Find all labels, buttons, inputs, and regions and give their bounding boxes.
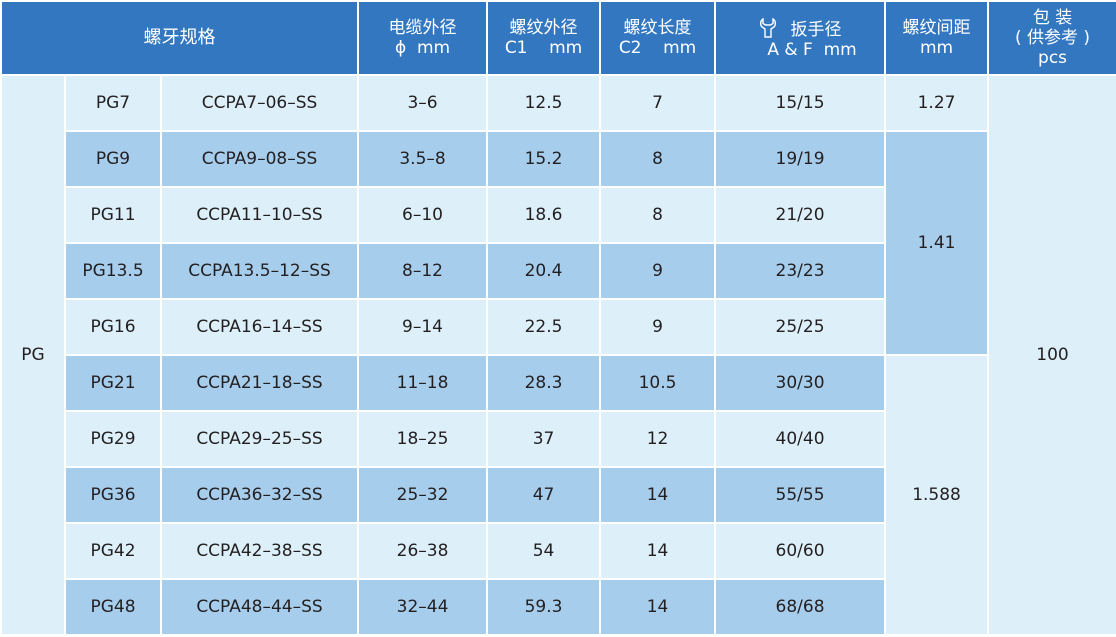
table-row: PG9 CCPA9–08–SS 3.5–8 15.2 8 19/19 1.41 — [1, 130, 1116, 356]
pg-size-cell: PG29 — [64, 410, 162, 468]
pitch-cell: 1.41 — [884, 130, 990, 356]
cable-od-cell: 25–32 — [357, 466, 489, 524]
thread-od-cell: 28.3 — [486, 354, 602, 412]
thread-length-cell: 7 — [599, 74, 717, 132]
thread-length-cell: 8 — [599, 130, 717, 188]
model-cell: CCPA11–10–SS — [159, 186, 360, 244]
table-row: PG11 CCPA11–10–SS 6–10 18.6 8 21/20 — [1, 186, 1116, 244]
cable-od-cell: 9–14 — [357, 298, 489, 356]
header-pitch: 螺纹间距 mm — [884, 0, 990, 76]
header-thread-length: 螺纹长度 C2 mm — [599, 0, 717, 76]
header-pitch-unit: mm — [919, 38, 954, 58]
header-wrench-unit: A & F mm — [767, 39, 857, 60]
header-package-label: 包 装 — [1032, 8, 1073, 28]
table-row: PG13.5 CCPA13.5–12–SS 8–12 20.4 9 23/23 — [1, 242, 1116, 300]
thread-length-cell: 14 — [599, 522, 717, 580]
thread-length-cell: 12 — [599, 410, 717, 468]
group-label-cell: PG — [0, 74, 66, 636]
header-thread-length-label: 螺纹长度 — [623, 18, 692, 38]
thread-length-cell: 9 — [599, 298, 717, 356]
cable-od-cell: 18–25 — [357, 410, 489, 468]
pg-size-cell: PG42 — [64, 522, 162, 580]
model-cell: CCPA7–06–SS — [159, 74, 360, 132]
thread-length-cell: 8 — [599, 186, 717, 244]
header-package-unit: pcs — [1038, 48, 1068, 68]
header-thread-length-unit: C2 mm — [618, 38, 697, 58]
pg-size-cell: PG9 — [64, 130, 162, 188]
thread-od-cell: 15.2 — [486, 130, 602, 188]
wrench-size-cell: 15/15 — [714, 74, 887, 132]
header-thread-od-unit: C1 mm — [504, 38, 583, 58]
wrench-size-cell: 60/60 — [714, 522, 887, 580]
wrench-size-cell: 19/19 — [714, 130, 887, 188]
thread-od-cell: 22.5 — [486, 298, 602, 356]
thread-od-cell: 20.4 — [486, 242, 602, 300]
thread-od-cell: 59.3 — [486, 578, 602, 636]
header-package-note: ( 供参考 ) — [1014, 28, 1091, 48]
thread-od-cell: 37 — [486, 410, 602, 468]
model-cell: CCPA16–14–SS — [159, 298, 360, 356]
wrench-icon — [759, 17, 776, 38]
thread-od-cell: 47 — [486, 466, 602, 524]
table-row: PG21 CCPA21–18–SS 11–18 28.3 10.5 30/30 … — [1, 354, 1116, 636]
thread-od-cell: 18.6 — [486, 186, 602, 244]
model-cell: CCPA36–32–SS — [159, 466, 360, 524]
cable-od-cell: 26–38 — [357, 522, 489, 580]
wrench-size-cell: 21/20 — [714, 186, 887, 244]
pg-size-cell: PG16 — [64, 298, 162, 356]
model-cell: CCPA42–38–SS — [159, 522, 360, 580]
pg-size-cell: PG36 — [64, 466, 162, 524]
cable-od-cell: 3–6 — [357, 74, 489, 132]
wrench-size-cell: 55/55 — [714, 466, 887, 524]
model-cell: CCPA21–18–SS — [159, 354, 360, 412]
header-cable-od: 电缆外径 ϕ mm — [357, 0, 489, 76]
table-row: PG36 CCPA36–32–SS 25–32 47 14 55/55 — [1, 466, 1116, 524]
cable-od-cell: 3.5–8 — [357, 130, 489, 188]
header-pitch-label: 螺纹间距 — [902, 18, 971, 38]
wrench-size-cell: 40/40 — [714, 410, 887, 468]
model-cell: CCPA9–08–SS — [159, 130, 360, 188]
header-thread-spec: 螺牙规格 — [0, 0, 360, 76]
header-wrench-label: 扳手径 — [790, 19, 842, 40]
pitch-cell: 1.588 — [884, 354, 990, 636]
wrench-size-cell: 30/30 — [714, 354, 887, 412]
cable-od-cell: 32–44 — [357, 578, 489, 636]
table-row: PG PG7 CCPA7–06–SS 3–6 12.5 7 15/15 1.27… — [0, 74, 1116, 636]
package-qty-cell: 100 — [987, 74, 1116, 636]
pg-size-cell: PG21 — [64, 354, 162, 412]
table-row: PG48 CCPA48–44–SS 32–44 59.3 14 68/68 — [1, 578, 1116, 636]
table-row: PG42 CCPA42–38–SS 26–38 54 14 60/60 — [1, 522, 1116, 580]
model-cell: CCPA48–44–SS — [159, 578, 360, 636]
model-cell: CCPA29–25–SS — [159, 410, 360, 468]
thread-length-cell: 14 — [599, 466, 717, 524]
cable-od-cell: 6–10 — [357, 186, 489, 244]
wrench-size-cell: 68/68 — [714, 578, 887, 636]
header-package: 包 装 ( 供参考 ) pcs — [987, 0, 1116, 76]
header-thread-od-label: 螺纹外径 — [509, 18, 578, 38]
thread-length-cell: 14 — [599, 578, 717, 636]
header-cable-od-label: 电缆外径 — [388, 18, 457, 38]
table-row: PG16 CCPA16–14–SS 9–14 22.5 9 25/25 — [1, 298, 1116, 356]
pitch-cell: 1.27 — [884, 74, 990, 132]
pg-size-cell: PG48 — [64, 578, 162, 636]
header-row: 螺牙规格 电缆外径 ϕ mm 螺纹外径 C1 mm 螺纹长度 C2 mm 扳手径 — [0, 0, 1116, 76]
thread-od-cell: 12.5 — [486, 74, 602, 132]
thread-length-cell: 10.5 — [599, 354, 717, 412]
thread-length-cell: 9 — [599, 242, 717, 300]
thread-od-cell: 54 — [486, 522, 602, 580]
pg-size-cell: PG7 — [64, 74, 162, 132]
cable-od-cell: 8–12 — [357, 242, 489, 300]
wrench-size-cell: 25/25 — [714, 298, 887, 356]
model-cell: CCPA13.5–12–SS — [159, 242, 360, 300]
pg-size-cell: PG11 — [64, 186, 162, 244]
pg-size-cell: PG13.5 — [64, 242, 162, 300]
cable-od-cell: 11–18 — [357, 354, 489, 412]
table-row: PG29 CCPA29–25–SS 18–25 37 12 40/40 — [1, 410, 1116, 468]
header-cable-od-unit: ϕ mm — [394, 38, 451, 58]
wrench-size-cell: 23/23 — [714, 242, 887, 300]
header-wrench-size: 扳手径 A & F mm — [714, 0, 887, 76]
header-thread-od: 螺纹外径 C1 mm — [486, 0, 602, 76]
